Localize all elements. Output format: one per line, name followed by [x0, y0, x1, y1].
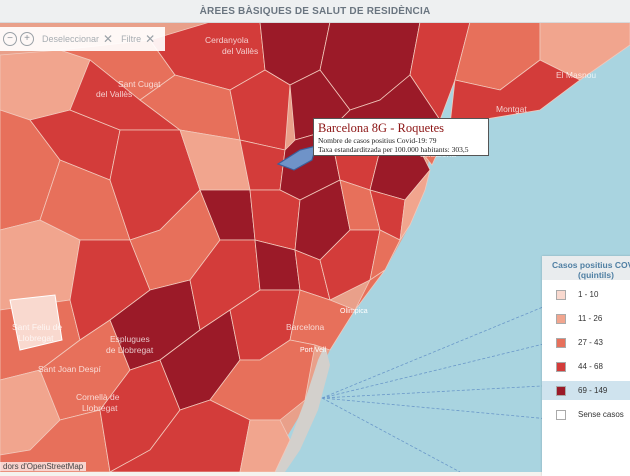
map-legend: Casos positius COVID-19 (quintils) 1 - 1… — [542, 256, 630, 476]
legend-subtitle: (quintils) — [578, 270, 614, 280]
tooltip-cases-row: Nombre de casos positius Covid-19: 79 — [318, 136, 484, 145]
legend-item-label: 11 - 26 — [578, 314, 603, 323]
map-title-bar: ÀREES BÀSIQUES DE SALUT DE RESIDÈNCIA — [0, 0, 630, 23]
label-de-llobregat: de Llobregat — [106, 345, 154, 355]
legend-swatch — [556, 385, 566, 396]
map-toolbar: − + Deseleccionar ✕ Filtre ✕ — [0, 27, 165, 51]
legend-item[interactable]: 27 - 43 — [542, 333, 630, 352]
tooltip-rate-row: Taxa estandarditzada per 100.000 habitan… — [318, 145, 484, 154]
legend-swatch — [556, 361, 566, 372]
legend-item[interactable]: 11 - 26 — [542, 309, 630, 328]
label-port-vell: Port Vell — [300, 347, 327, 354]
filter-button[interactable]: Filtre — [121, 34, 142, 44]
tooltip-rate-value: 303,5 — [451, 145, 469, 154]
legend-title: Casos positius COVID-19 — [552, 260, 630, 270]
region-tooltip: Barcelona 8G - Roquetes Nombre de casos … — [313, 118, 489, 156]
tooltip-cases-value: 79 — [429, 136, 437, 145]
label-del-valles-2: del Vallès — [96, 89, 132, 99]
legend-item-label: 1 - 10 — [578, 290, 599, 299]
label-montgat: Montgat — [496, 104, 527, 114]
legend-item[interactable]: 69 - 149 — [542, 381, 630, 400]
label-sant-joan: Sant Joan Despí — [38, 364, 101, 374]
label-llobregat-2: Llobregat — [82, 403, 118, 413]
legend-swatch — [556, 313, 566, 324]
choropleth-map[interactable]: Cerdanyola del Vallès Sant Cugat del Val… — [0, 22, 630, 472]
legend-title-block: Casos positius COVID-19 (quintils) — [542, 256, 630, 280]
zoom-out-icon[interactable]: − — [3, 32, 17, 46]
legend-item-label: 27 - 43 — [578, 338, 603, 347]
label-olimpica: Olímpica — [340, 308, 368, 315]
label-barcelona: Barcelona — [286, 322, 325, 332]
legend-swatch — [556, 409, 566, 420]
map-attribution[interactable]: dors d'OpenStreetMap — [0, 462, 87, 471]
tooltip-rate-label: Taxa estandarditzada per 100.000 habitan… — [318, 145, 450, 154]
deselect-close-icon[interactable]: ✕ — [103, 32, 114, 46]
map-title: ÀREES BÀSIQUES DE SALUT DE RESIDÈNCIA — [199, 5, 431, 17]
filter-close-icon[interactable]: ✕ — [145, 32, 156, 46]
label-esplugues: Esplugues — [110, 334, 150, 344]
port-area — [275, 345, 330, 472]
label-llobregat: Llobregat — [18, 333, 54, 343]
tooltip-cases-label: Nombre de casos positius Covid-19: — [318, 136, 428, 145]
label-cornella: Cornellà de — [76, 392, 120, 402]
legend-item[interactable]: Sense casos — [542, 405, 630, 424]
legend-swatch — [556, 337, 566, 348]
tooltip-title: Barcelona 8G - Roquetes — [318, 121, 445, 135]
legend-items: 1 - 10 11 - 26 27 - 43 44 - 68 69 - 149 Sense… — [542, 285, 630, 424]
legend-item-label: 69 - 149 — [578, 386, 608, 395]
label-del-valles: del Vallès — [222, 46, 258, 56]
legend-item[interactable]: 44 - 68 — [542, 357, 630, 376]
region-pale[interactable] — [9, 294, 63, 351]
ferry-routes — [321, 299, 561, 472]
sea — [275, 22, 630, 472]
legend-swatch — [556, 289, 566, 300]
label-sant-feliu: Sant Feliu de — [12, 322, 62, 332]
zoom-in-icon[interactable]: + — [20, 32, 34, 46]
legend-item[interactable]: 1 - 10 — [542, 285, 630, 304]
label-el-masnou: El Masnou — [556, 70, 596, 80]
deselect-button[interactable]: Deseleccionar — [42, 34, 100, 44]
legend-item-label: Sense casos — [578, 410, 624, 419]
label-cerdanyola: Cerdanyola — [205, 35, 249, 45]
legend-item-label: 44 - 68 — [578, 362, 603, 371]
label-sant-cugat: Sant Cugat — [118, 79, 161, 89]
